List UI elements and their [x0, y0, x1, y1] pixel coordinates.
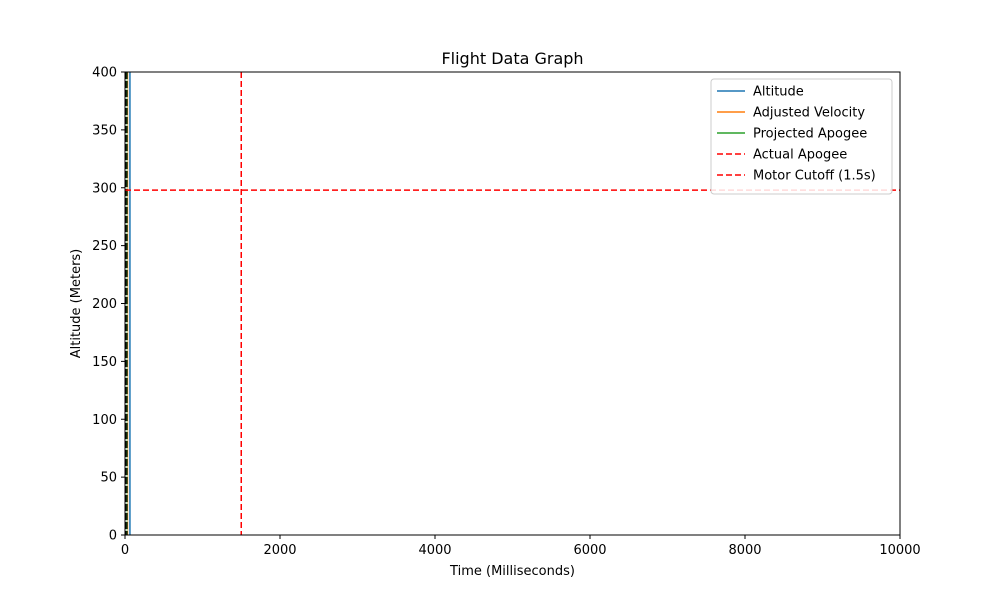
chart-title: Flight Data Graph: [441, 49, 583, 68]
x-tick-label: 0: [121, 543, 129, 558]
y-axis-label: Altitude (Meters): [69, 249, 84, 359]
axis-ticks: 0 2000 4000 6000 8000 10000 0 50 100 150 200 250 300…: [92, 66, 921, 559]
x-tick-label: 4000: [418, 543, 451, 558]
y-tick-label: 150: [92, 355, 117, 370]
legend-box: [710, 78, 893, 195]
y-tick-label: 350: [92, 123, 117, 138]
y-tick-label: 300: [92, 181, 117, 196]
x-axis-label: Time (Milliseconds): [449, 564, 575, 579]
y-tick-label: 50: [100, 471, 117, 486]
y-tick-label: 200: [92, 297, 117, 312]
x-tick-label: 10000: [879, 543, 920, 558]
legend: Altitude Adjusted Velocity Projected Apoge…: [710, 78, 893, 195]
x-tick-label: 6000: [573, 543, 606, 558]
y-tick-label: 0: [109, 529, 117, 544]
legend-entry: Adjusted Velocity: [753, 106, 865, 121]
legend-entry: Projected Apogee: [753, 127, 867, 142]
y-tick-label: 250: [92, 239, 117, 254]
y-tick-label: 400: [92, 66, 117, 81]
legend-entry: Altitude: [753, 85, 804, 100]
x-tick-label: 2000: [263, 543, 296, 558]
y-tick-label: 100: [92, 413, 117, 428]
x-tick-label: 8000: [728, 543, 761, 558]
legend-entry: Actual Apogee: [753, 148, 847, 163]
plot-frame: [124, 71, 901, 536]
legend-entry: Motor Cutoff (1.5s): [753, 169, 876, 184]
